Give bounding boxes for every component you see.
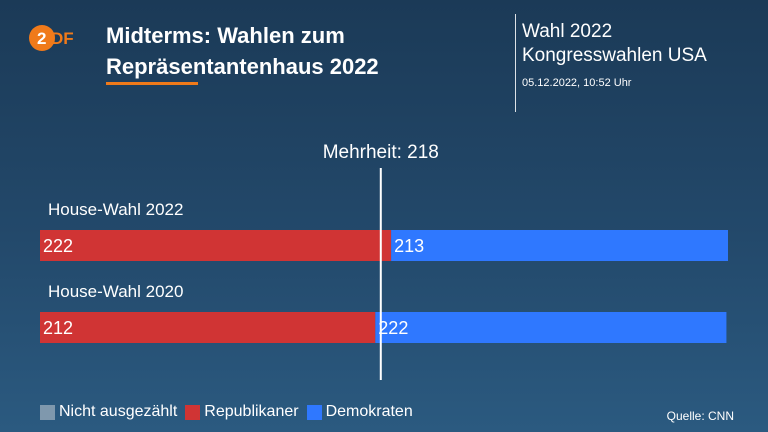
republikaner-value-label: 222 (43, 236, 73, 256)
svg-text:DF: DF (51, 29, 74, 48)
legend-swatch (306, 404, 322, 420)
legend-item-nicht_ausgezaehlt: Nicht ausgezählt (40, 403, 177, 421)
timestamp: 05.12.2022, 10:52 Uhr (522, 77, 632, 89)
legend-swatch (185, 404, 201, 420)
legend-label: Demokraten (325, 403, 413, 420)
zdf-logo: 2 DF (29, 25, 74, 51)
title-underline (106, 82, 198, 85)
demokraten-value-label: 222 (378, 318, 408, 338)
page-title: Midterms: Wahlen zum Repräsentantenhaus … (106, 20, 486, 82)
row-label: House-Wahl 2022 (48, 200, 183, 219)
side-title: Wahl 2022 (522, 21, 613, 42)
header-divider (515, 14, 516, 112)
republikaner-bar (40, 312, 376, 343)
legend-item-republikaner: Republikaner (185, 403, 299, 421)
row-label: House-Wahl 2020 (48, 282, 183, 301)
svg-text:2: 2 (37, 29, 46, 48)
legend: Nicht ausgezählt Republikaner Demokraten (40, 403, 421, 421)
legend-label: Nicht ausgezählt (59, 403, 178, 420)
demokraten-value-label: 213 (394, 236, 424, 256)
demokraten-bar (375, 312, 727, 343)
title-line-2: Repräsentantenhaus 2022 (106, 54, 379, 79)
majority-label: Mehrheit: 218 (323, 142, 439, 163)
legend-item-demokraten: Demokraten (306, 403, 413, 421)
republikaner-bar (40, 230, 392, 261)
legend-label: Republikaner (204, 403, 299, 420)
side-subtitle: Kongresswahlen USA (522, 45, 707, 66)
demokraten-bar (391, 230, 728, 261)
title-line-1: Midterms: Wahlen zum (106, 23, 345, 48)
legend-swatch (40, 404, 55, 420)
source-note: Quelle: CNN (666, 409, 734, 423)
republikaner-value-label: 212 (43, 318, 73, 338)
